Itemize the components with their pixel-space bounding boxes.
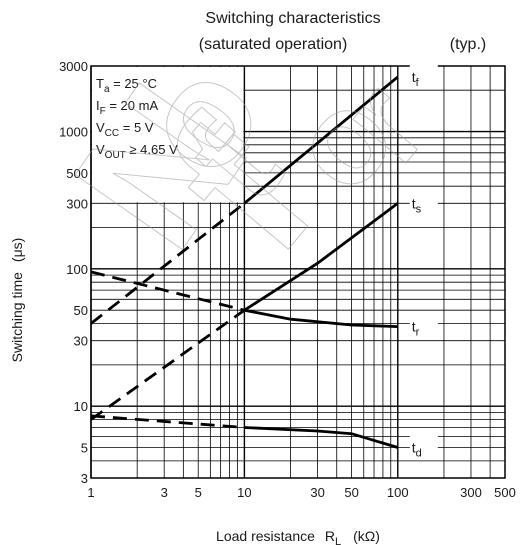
chart-title: Switching characteristics bbox=[205, 10, 380, 27]
series-tr-solid bbox=[244, 308, 398, 328]
y-axis-label: Switching time bbox=[9, 272, 25, 362]
series-label-bg bbox=[409, 314, 438, 339]
y-tick-label: 10 bbox=[74, 399, 88, 414]
x-tick-label: 3 bbox=[161, 485, 168, 500]
x-tick-label: 500 bbox=[494, 485, 516, 500]
x-tick-label: 100 bbox=[387, 485, 409, 500]
series-ts-dashed bbox=[90, 309, 246, 421]
x-tick-label: 1 bbox=[87, 485, 94, 500]
series-label-tf: tf bbox=[412, 69, 420, 89]
series-ts-solid bbox=[243, 202, 399, 312]
conditions-box: Ta = 25 °C IF = 20 mA VCC = 5 V VOUT ≥ 4.65… bbox=[92, 67, 244, 203]
series-label-bg bbox=[409, 64, 438, 89]
y-axis-unit: (μs) bbox=[9, 238, 25, 262]
x-axis-label: Load resistance bbox=[216, 528, 315, 544]
condition-line: IF = 20 mA bbox=[96, 98, 158, 117]
series-tf-dashed bbox=[90, 202, 246, 325]
series-tf-solid bbox=[243, 75, 399, 205]
x-tick-label: 5 bbox=[195, 485, 202, 500]
y-tick-label: 3 bbox=[81, 471, 88, 486]
series-label-tr: tr bbox=[412, 319, 420, 339]
x-axis-symbol: R bbox=[325, 528, 335, 544]
y-tick-label: 5 bbox=[81, 441, 88, 456]
svg-text:Switching time(μs): Switching time (μs) bbox=[9, 238, 25, 363]
x-axis-unit: (kΩ) bbox=[353, 528, 380, 544]
series-label-bg bbox=[409, 191, 438, 216]
y-tick-label: 300 bbox=[66, 196, 88, 211]
x-tick-label: 50 bbox=[344, 485, 358, 500]
series-td-dashed bbox=[90, 414, 245, 429]
y-tick-label: 3000 bbox=[59, 59, 88, 74]
x-axis-symbol-sub: L bbox=[335, 536, 341, 545]
x-tick-label: 10 bbox=[237, 485, 251, 500]
series-tr-dashed bbox=[90, 270, 245, 312]
x-tick-label: 300 bbox=[460, 485, 482, 500]
chart-note: (typ.) bbox=[450, 36, 486, 53]
y-tick-label: 500 bbox=[66, 166, 88, 181]
condition-line: Ta = 25 °C bbox=[96, 76, 157, 95]
curves bbox=[90, 75, 399, 449]
chart-subtitle: (saturated operation) bbox=[199, 36, 348, 53]
conditions-background bbox=[92, 67, 244, 203]
y-tick-label: 100 bbox=[66, 262, 88, 277]
tick-labels: 1 3 5 10 30 50 100 300 5003510305010030050010003… bbox=[59, 59, 516, 500]
x-tick-label: 30 bbox=[310, 485, 324, 500]
series-labels: tf ts tr td bbox=[409, 64, 438, 460]
x-axis-title: Load resistance RL (kΩ) bbox=[216, 528, 380, 545]
condition-line: VCC = 5 V bbox=[96, 120, 154, 139]
series-label-bg bbox=[409, 435, 438, 460]
condition-line: VOUT ≥ 4.65 V bbox=[96, 142, 178, 161]
series-td-solid bbox=[244, 426, 399, 449]
y-tick-label: 30 bbox=[74, 334, 88, 349]
series-label-td: td bbox=[412, 440, 422, 460]
y-tick-label: 50 bbox=[74, 303, 88, 318]
y-tick-label: 1000 bbox=[59, 125, 88, 140]
series-label-ts: ts bbox=[412, 195, 422, 215]
y-axis-title: Switching time (μs) bbox=[9, 238, 25, 363]
